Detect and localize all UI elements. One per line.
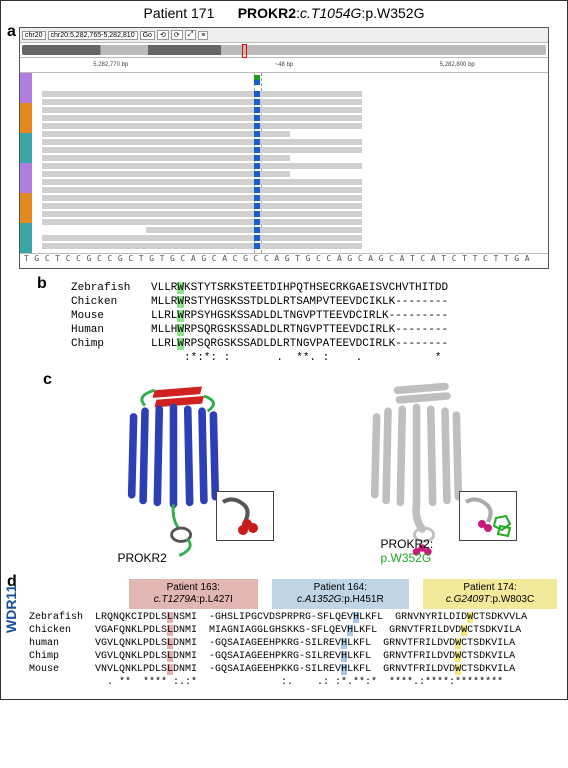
- inset-mut: [459, 491, 517, 541]
- gb-go-button[interactable]: Go: [140, 31, 155, 40]
- structure-mut: PROKR2: p.W352G: [331, 377, 521, 567]
- panel-d: d WDR11 Patient 163:c.T1279A:p.L427IPati…: [1, 573, 567, 699]
- ruler-tick: 5,282,800 bp: [440, 62, 475, 68]
- patient-box-row: Patient 163:c.T1279A:p.L427IPatient 164:…: [129, 579, 557, 609]
- figure-title: Patient 171 PROKR2:c.T1054G:p.W352G: [1, 1, 567, 25]
- title-patient: Patient 171: [144, 5, 215, 21]
- struct-mut-label: PROKR2: p.W352G: [381, 537, 434, 565]
- ruler-center: ~48 bp: [275, 62, 294, 68]
- mut-label-variant: p.W352G: [381, 551, 432, 565]
- title-prot: p.W352G: [365, 5, 424, 21]
- ruler-tick: 5,282,770 bp: [93, 62, 128, 68]
- figure-container: Patient 171 PROKR2:c.T1054G:p.W352G a ch…: [0, 0, 568, 700]
- gb-ideogram: [22, 45, 546, 55]
- gb-read-tracks: [32, 73, 548, 253]
- alignment-d: ZebrafishLRQNQKCIPDLSLNSMI -GHSLIPGCVDSP…: [29, 611, 557, 689]
- wdr11-gene-label: WDR11: [3, 585, 19, 633]
- mut-label-gene: PROKR2:: [381, 537, 434, 551]
- variant-allele-bar: [254, 75, 260, 85]
- gb-toolbar[interactable]: chr20 chr20:5,282,765-5,282,810 Go ⟲ ⟳ ⤢…: [20, 28, 548, 43]
- gb-body: [20, 73, 548, 253]
- panel-b-label: b: [37, 275, 47, 293]
- title-cdna: c.T1054G: [300, 5, 361, 21]
- gb-tool-icon[interactable]: ≡: [198, 31, 208, 40]
- alignment-b: ZebrafishVLLRWKSTYTSRKSTEETDIHPQTHSECRKG…: [71, 281, 527, 365]
- gb-tool-icon[interactable]: ⟲: [157, 30, 169, 40]
- panel-c-label: c: [43, 371, 52, 389]
- gb-side-colors: [20, 73, 32, 253]
- genome-browser: chr20 chr20:5,282,765-5,282,810 Go ⟲ ⟳ ⤢…: [19, 27, 549, 269]
- inset-wt: [216, 491, 274, 541]
- gb-sequence-track: T G C T C C G C C G C T G T G C A G C A …: [20, 253, 548, 268]
- title-gene: PROKR2: [238, 5, 296, 21]
- gb-region-input[interactable]: chr20:5,282,765-5,282,810: [48, 31, 138, 40]
- gb-ruler: 5,282,770 bp ~48 bp 5,282,800 bp: [20, 57, 548, 73]
- gb-tool-icon[interactable]: ⤢: [185, 30, 197, 40]
- structure-wt: PROKR2: [88, 377, 278, 567]
- panel-b: b ZebrafishVLLRWKSTYTSRKSTEETDIHPQTHSECR…: [1, 275, 567, 371]
- gb-tool-icon[interactable]: ⟳: [171, 30, 183, 40]
- panel-a: a chr20 chr20:5,282,765-5,282,810 Go ⟲ ⟳…: [1, 25, 567, 275]
- struct-wt-label: PROKR2: [118, 551, 167, 565]
- panel-a-label: a: [7, 23, 16, 41]
- panel-c: c: [1, 371, 567, 573]
- gb-chrom-select[interactable]: chr20: [22, 31, 46, 40]
